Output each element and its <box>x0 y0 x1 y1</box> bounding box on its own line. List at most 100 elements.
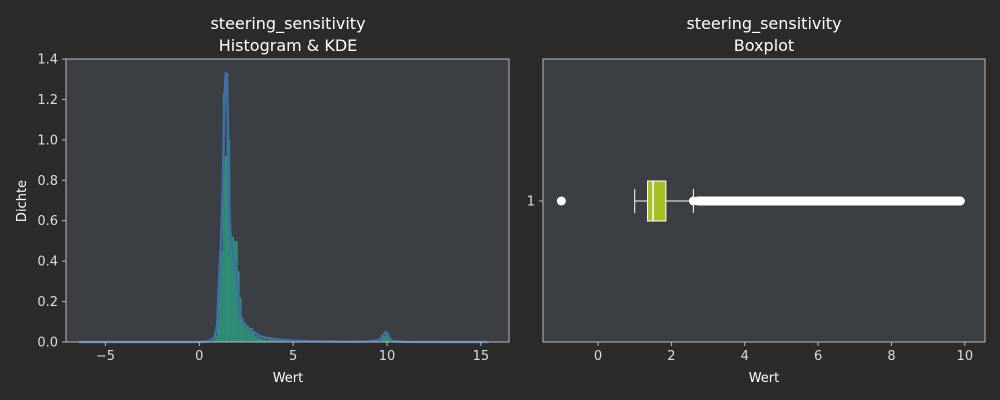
boxplot-x-tick-label: 6 <box>814 349 822 364</box>
boxplot-outlier <box>798 196 808 206</box>
boxplot-title-line2: Boxplot <box>734 36 794 55</box>
boxplot-x-axis-label: Wert <box>749 371 780 386</box>
boxplot-x-tick-label: 4 <box>741 349 749 364</box>
boxplot-outlier <box>918 196 928 206</box>
histogram-bar <box>230 234 233 342</box>
histogram-y-axis-label: Dichte <box>15 180 30 222</box>
boxplot-outlier <box>954 196 964 206</box>
histogram-bar <box>250 327 253 342</box>
histogram-bar <box>239 297 242 342</box>
boxplot-outlier <box>688 196 698 206</box>
boxplot-outlier <box>734 196 744 206</box>
boxplot-outlier <box>753 196 763 206</box>
boxplot-outlier <box>743 196 753 206</box>
boxplot-y-tick-label: 1 <box>527 195 535 210</box>
histogram-x-tick-label: 10 <box>379 349 396 364</box>
boxplot-box <box>647 180 667 222</box>
histogram-y-tick-label: 0.2 <box>37 295 58 310</box>
histogram-bar <box>268 338 273 342</box>
boxplot-outlier <box>826 196 836 206</box>
boxplot-elements <box>556 180 965 222</box>
boxplot-x-tick-label: 10 <box>957 349 974 364</box>
boxplot-outlier <box>890 196 900 206</box>
histogram-y-tick-label: 0.0 <box>37 336 58 351</box>
histogram-kde-panel: steering_sensitivity Histogram & KDE −5 0… <box>15 14 510 386</box>
boxplot-outlier <box>789 196 799 206</box>
boxplot-outlier <box>927 196 937 206</box>
histogram-title-line1: steering_sensitivity <box>210 14 365 34</box>
boxplot-outlier <box>716 196 726 206</box>
histogram-bar <box>385 331 388 342</box>
histogram-bar <box>254 335 258 342</box>
histogram-bar <box>241 317 244 342</box>
histogram-axes-background <box>66 59 509 342</box>
histogram-y-tick-label: 1.2 <box>37 93 58 108</box>
histogram-bar <box>264 339 269 342</box>
histogram-title-line2: Histogram & KDE <box>219 36 358 55</box>
boxplot-y-ticks: 1 <box>527 195 543 210</box>
boxplot-panel: steering_sensitivity Boxplot 0 2 4 6 8 10 1 W… <box>527 14 986 386</box>
histogram-bar <box>220 251 223 342</box>
histogram-x-axis-label: Wert <box>273 371 304 386</box>
histogram-bar <box>224 156 227 342</box>
boxplot-outlier <box>936 196 946 206</box>
boxplot-x-tick-label: 8 <box>887 349 895 364</box>
histogram-bar <box>222 93 225 342</box>
boxplot-outlier <box>698 196 708 206</box>
histogram-axes-frame <box>65 58 510 343</box>
histogram-bar <box>226 73 229 343</box>
boxplot-outlier <box>945 196 955 206</box>
boxplot-x-tick-label: 0 <box>594 349 602 364</box>
histogram-x-ticks: −5 0 5 10 15 <box>96 342 489 364</box>
histogram-bar <box>213 339 216 342</box>
boxplot-outlier <box>908 196 918 206</box>
boxplot-outlier <box>899 196 909 206</box>
kde-curve <box>79 71 489 344</box>
histogram-x-tick-label: 15 <box>473 349 490 364</box>
boxplot-outlier <box>556 196 566 206</box>
histogram-bar <box>261 338 265 342</box>
boxplot-outlier <box>817 196 827 206</box>
boxplot-outlier <box>780 196 790 206</box>
histogram-bar <box>249 327 251 342</box>
boxplot-outlier <box>881 196 891 206</box>
histogram-y-tick-label: 0.6 <box>37 214 58 229</box>
histogram-bar <box>215 335 218 342</box>
boxplot-outlier <box>853 196 863 206</box>
boxplot-title-line1: steering_sensitivity <box>686 14 841 34</box>
boxplot-outlier <box>771 196 781 206</box>
histogram-bars <box>213 73 391 343</box>
histogram-x-tick-label: 0 <box>195 349 203 364</box>
histogram-bar <box>228 139 231 342</box>
histogram-bar <box>252 331 255 342</box>
histogram-bar <box>243 321 246 342</box>
histogram-bar <box>257 337 262 342</box>
boxplot-outlier <box>863 196 873 206</box>
histogram-bar <box>278 340 286 342</box>
boxplot-outlier <box>725 196 735 206</box>
histogram-bar <box>218 269 221 342</box>
histogram-x-tick-label: 5 <box>289 349 297 364</box>
boxplot-outlier <box>872 196 882 206</box>
histogram-y-tick-label: 0.4 <box>37 255 58 270</box>
histogram-y-ticks: 0.0 0.2 0.4 0.6 0.8 1.0 1.2 1.4 <box>37 53 66 351</box>
boxplot-x-tick-label: 2 <box>667 349 675 364</box>
histogram-bar <box>232 236 234 342</box>
histogram-bar <box>245 323 248 342</box>
boxplot-outlier <box>707 196 717 206</box>
histogram-bar <box>381 335 386 342</box>
boxplot-outlier <box>808 196 818 206</box>
histogram-x-tick-label: −5 <box>96 349 115 364</box>
boxplot-x-ticks: 0 2 4 6 8 10 <box>594 342 973 364</box>
boxplot-outlier <box>844 196 854 206</box>
histogram-y-tick-label: 0.8 <box>37 174 58 189</box>
boxplot-outlier <box>762 196 772 206</box>
boxplot-outlier <box>835 196 845 206</box>
histogram-bar <box>247 325 250 342</box>
histogram-y-tick-label: 1.4 <box>37 53 58 68</box>
histogram-bar <box>234 240 236 342</box>
histogram-bar <box>272 339 279 342</box>
histogram-bar <box>217 317 219 342</box>
histogram-y-tick-label: 1.0 <box>37 133 58 148</box>
